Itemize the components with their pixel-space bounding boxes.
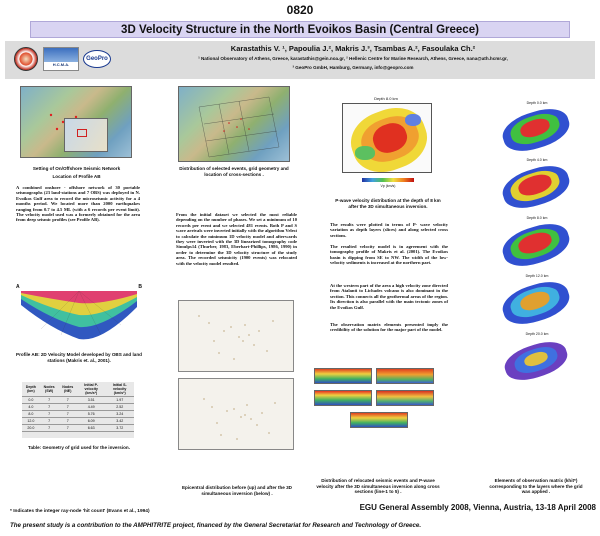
table-row: 20.0 7 7 6.63 3.72 (22, 424, 134, 432)
table-row: 8.0 7 7 5.76 3.24 (22, 410, 134, 418)
grid-overlay (198, 96, 280, 158)
events-grid-map (178, 86, 290, 162)
fig2-caption: Distribution of selected events, grid ge… (179, 166, 289, 177)
table-cell: 3.24 (105, 410, 134, 418)
table-cell: 1.97 (105, 396, 134, 404)
cross-section-2 (376, 368, 434, 384)
profile-caption: Profile AB: 2D Velocity Model developed … (16, 352, 142, 363)
table-header: Initial S-velocity (km/s*) (105, 382, 134, 397)
intro-text: A combined onshore - offshore network of… (16, 185, 140, 223)
table-caption: Table: Geometry of grid used for the inv… (27, 445, 130, 450)
table-cell: 7 (39, 396, 59, 404)
cross-section-5 (350, 412, 408, 428)
noa-logo (14, 47, 38, 71)
affiliation-2: ³ GeoPro GmbH, Hamburg, Germany, info@ge… (292, 65, 414, 70)
matrix-caption: Elements of observation matrix (khit*) c… (489, 478, 583, 495)
table-cell: 4.49 (76, 403, 106, 411)
inset-map (64, 118, 108, 152)
poster-number: 0820 (286, 3, 314, 17)
matrix-title-4: Depth 12.0 km (525, 274, 549, 278)
results-text-4: The observation matrix elements presente… (330, 322, 448, 333)
geopro-logo: GeoPro (83, 50, 111, 68)
matrix-title-3: Depth 8.0 km (526, 216, 548, 220)
table-header: Depth (km) (22, 382, 40, 397)
table-cell: 7 (39, 424, 59, 432)
matrix-title-1: Depth 0.0 km (526, 101, 548, 105)
matrix-title-5: Depth 20.0 km (525, 332, 549, 336)
table-cell: 6.09 (76, 417, 106, 425)
matrix-title-2: Depth 4.0 km (526, 158, 548, 162)
method-text: From the initial dataset we selected the… (176, 212, 297, 266)
table-header: Nodes (SW) (39, 382, 59, 397)
table-cell: 7 (39, 410, 59, 418)
table-cell: 20.0 (22, 424, 40, 432)
table-row: 4.0 7 7 4.49 2.52 (22, 403, 134, 411)
depth-map (342, 103, 432, 173)
grid-table: Depth (km) Nodes (SW) Nodes (NE) Initial… (22, 382, 134, 438)
cross-section-1 (314, 368, 372, 384)
matrix-layer-5 (494, 337, 578, 385)
fig1-caption: Setting of On/Offshore Seismic Network (32, 166, 121, 171)
table-cell: 3.72 (105, 424, 134, 432)
profile-ab-figure: A B (16, 284, 142, 344)
table-cell: 7 (39, 417, 59, 425)
profile-velocity-model (21, 290, 137, 340)
table-cell: 2.52 (105, 403, 134, 411)
author-bar: H.C.M.A. GeoPro Karastathis V. ¹, Papoul… (5, 41, 595, 79)
epicentral-caption: Epicentral distribution before (up) and … (181, 485, 292, 496)
epicentral-after-plot (178, 378, 294, 450)
hcmr-logo: H.C.M.A. (43, 47, 79, 71)
table-row: 12.0 7 7 6.09 3.42 (22, 417, 134, 425)
table-cell: 7 (39, 403, 59, 411)
table-cell: 3.42 (105, 417, 134, 425)
table-header: Nodes (NE) (58, 382, 77, 397)
table-cell: 7 (58, 424, 77, 432)
cross-section-3 (314, 390, 372, 406)
table-cell: 7 (58, 396, 77, 404)
colorbar-label: Vp (km/s) (380, 184, 396, 188)
results-text-1: The results were plotted in terms of P- … (330, 222, 448, 238)
results-text-2: The resulted velocity model is in agreem… (330, 244, 448, 266)
colorbar (362, 178, 414, 182)
table-cell: 8.0 (22, 410, 40, 418)
profile-label-a: A (16, 284, 20, 290)
table-cell: 6.63 (76, 424, 106, 432)
poster-title: 3D Velocity Structure in the North Evoik… (121, 24, 479, 36)
results-text-3: At the western part of the area a high v… (330, 283, 448, 310)
depth-map-caption: P-wave velocity distribution at the dept… (335, 198, 441, 209)
matrix-layer-1 (494, 106, 578, 154)
title-bar: 3D Velocity Structure in the North Evoik… (30, 21, 570, 38)
depth-map-title: Depth 8.0 km (374, 96, 398, 101)
table-cell: 3.51 (76, 396, 106, 404)
table-header-row: Depth (km) Nodes (SW) Nodes (NE) Initial… (22, 382, 134, 397)
conference-line: EGU General Assembly 2008, Vienna, Austr… (359, 503, 596, 512)
cross-section-caption: Distribution of relocated seismic events… (316, 478, 440, 495)
table-cell: 7 (58, 403, 77, 411)
funding-line: The present study is a contribution to t… (10, 522, 422, 529)
matrix-layer-2 (494, 163, 578, 211)
affiliation-1: ¹ National Observatory of Athens, Greece… (198, 56, 508, 61)
epicentral-before-plot (178, 300, 294, 372)
fig1b-caption: Location of Profile AB (52, 174, 101, 179)
table-header: Initial P-velocity (km/s*) (76, 382, 106, 397)
table-row: 0.0 7 7 3.51 1.97 (22, 396, 134, 404)
matrix-layer-3 (494, 221, 578, 269)
cross-section-4 (376, 390, 434, 406)
table-cell: 7 (58, 410, 77, 418)
table-cell: 5.76 (76, 410, 106, 418)
table-cell: 7 (58, 417, 77, 425)
table-cell: 4.0 (22, 403, 40, 411)
table-cell: 0.0 (22, 396, 40, 404)
table-cell: 12.0 (22, 417, 40, 425)
matrix-layer-4 (494, 279, 578, 327)
authors: Karastathis V. ¹, Papoulia J.², Makris J… (230, 44, 476, 53)
footnote: * Indicates the integer ray-node 'hit co… (10, 509, 150, 514)
profile-label-b: B (138, 284, 142, 290)
